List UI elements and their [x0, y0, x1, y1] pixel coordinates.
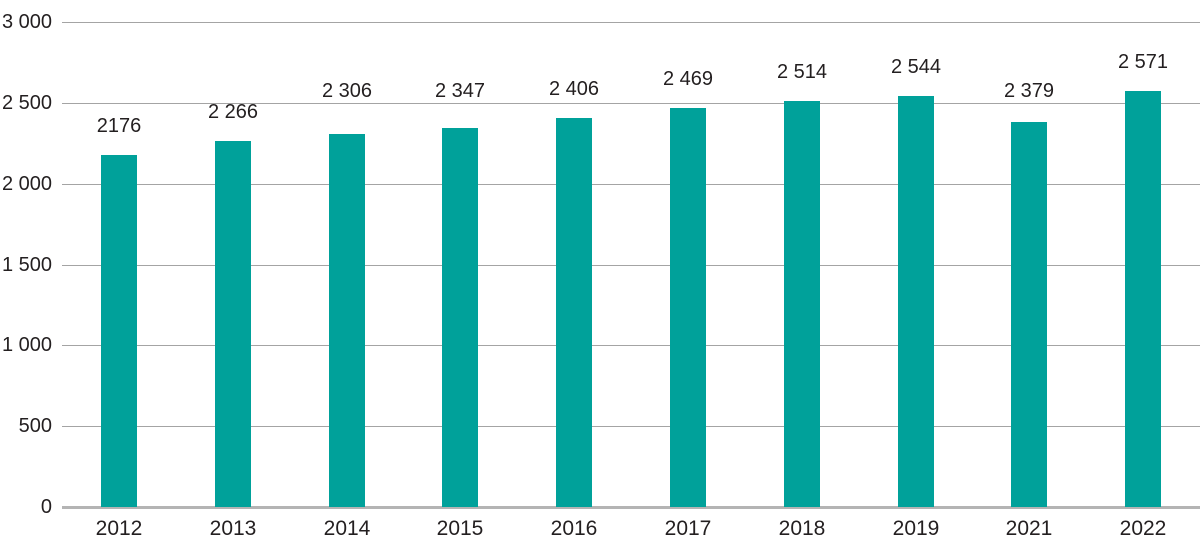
x-tick-label: 2017: [664, 517, 712, 540]
bar-value-label: 2 266: [207, 101, 259, 123]
x-tick-label: 2016: [550, 517, 598, 540]
x-tick-label: 2018: [778, 517, 826, 540]
bar-value-label: 2 514: [776, 61, 828, 83]
gridline: [62, 426, 1200, 427]
bar-value-label: 2 347: [434, 80, 486, 102]
bar: [556, 118, 592, 507]
bar: [898, 96, 934, 507]
bar: [670, 108, 706, 507]
bar-value-label: 2 406: [548, 78, 600, 100]
x-tick-label: 2019: [892, 517, 940, 540]
bar: [329, 134, 365, 507]
gridline: [62, 265, 1200, 266]
y-tick-label: 2 500: [1, 92, 52, 114]
y-tick-label: 0: [40, 496, 52, 518]
y-tick-label: 1 500: [1, 254, 52, 276]
bar-value-label: 2 379: [1003, 80, 1055, 102]
bar-value-label: 2 469: [662, 68, 714, 90]
gridline: [62, 103, 1200, 104]
bar: [101, 155, 137, 507]
y-tick-label: 3 000: [1, 11, 52, 33]
gridline: [62, 22, 1200, 23]
gridline: [62, 345, 1200, 346]
bar: [1011, 122, 1047, 507]
bar-value-label: 2 306: [321, 80, 373, 102]
x-tick-label: 2022: [1119, 517, 1167, 540]
y-tick-label: 2 000: [1, 173, 52, 195]
bar-value-label: 2 544: [890, 56, 942, 78]
bar-value-label: 2176: [96, 115, 142, 137]
x-tick-label: 2012: [95, 517, 143, 540]
x-axis-line: [62, 506, 1200, 509]
bar: [1125, 91, 1161, 507]
x-tick-label: 2015: [436, 517, 484, 540]
x-tick-label: 2013: [209, 517, 257, 540]
bar-value-label: 2 571: [1117, 51, 1169, 73]
y-tick-label: 500: [18, 415, 52, 437]
bar: [784, 101, 820, 507]
gridline: [62, 184, 1200, 185]
bar: [442, 128, 478, 507]
y-tick-label: 1 000: [1, 334, 52, 356]
x-tick-label: 2014: [323, 517, 371, 540]
x-tick-label: 2021: [1005, 517, 1053, 540]
bar: [215, 141, 251, 507]
